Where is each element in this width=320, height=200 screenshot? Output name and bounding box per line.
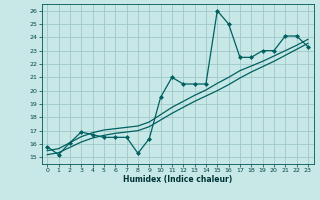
X-axis label: Humidex (Indice chaleur): Humidex (Indice chaleur) <box>123 175 232 184</box>
